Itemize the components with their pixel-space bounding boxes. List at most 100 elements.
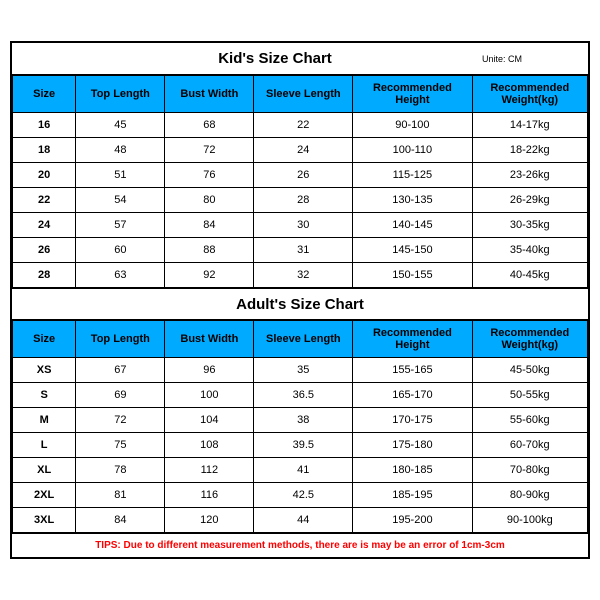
table-row: 1645682290-10014-17kg bbox=[13, 113, 588, 138]
table-row: 22548028130-13526-29kg bbox=[13, 188, 588, 213]
cell: 120 bbox=[165, 508, 254, 533]
cell: 60-70kg bbox=[472, 433, 587, 458]
cell: 48 bbox=[76, 138, 165, 163]
cell: 51 bbox=[76, 163, 165, 188]
cell: M bbox=[13, 408, 76, 433]
cell: 150-155 bbox=[353, 263, 472, 288]
cell: 55-60kg bbox=[472, 408, 587, 433]
cell: 81 bbox=[76, 483, 165, 508]
kids-header-row: Size Top Length Bust Width Sleeve Length… bbox=[13, 76, 588, 113]
kids-title: Kid's Size Chart bbox=[72, 50, 478, 67]
cell: L bbox=[13, 433, 76, 458]
col-size: Size bbox=[13, 321, 76, 358]
table-row: 18487224100-11018-22kg bbox=[13, 138, 588, 163]
cell: 165-170 bbox=[353, 383, 472, 408]
cell: 45 bbox=[76, 113, 165, 138]
col-bust-width: Bust Width bbox=[165, 76, 254, 113]
col-top-length: Top Length bbox=[76, 76, 165, 113]
cell: 140-145 bbox=[353, 213, 472, 238]
cell: 30 bbox=[254, 213, 353, 238]
cell: 72 bbox=[165, 138, 254, 163]
cell: 155-165 bbox=[353, 358, 472, 383]
adults-table: Size Top Length Bust Width Sleeve Length… bbox=[12, 320, 588, 533]
col-bust-width: Bust Width bbox=[165, 321, 254, 358]
cell: 115-125 bbox=[353, 163, 472, 188]
cell: 30-35kg bbox=[472, 213, 587, 238]
cell: 41 bbox=[254, 458, 353, 483]
table-row: 20517626115-12523-26kg bbox=[13, 163, 588, 188]
cell: 23-26kg bbox=[472, 163, 587, 188]
cell: 116 bbox=[165, 483, 254, 508]
cell: 57 bbox=[76, 213, 165, 238]
col-top-length: Top Length bbox=[76, 321, 165, 358]
table-row: S6910036.5165-17050-55kg bbox=[13, 383, 588, 408]
cell: 2XL bbox=[13, 483, 76, 508]
cell: 35 bbox=[254, 358, 353, 383]
cell: 72 bbox=[76, 408, 165, 433]
table-row: 2XL8111642.5185-19580-90kg bbox=[13, 483, 588, 508]
cell: 104 bbox=[165, 408, 254, 433]
cell: 80 bbox=[165, 188, 254, 213]
cell: 26 bbox=[254, 163, 353, 188]
cell: 84 bbox=[76, 508, 165, 533]
table-row: L7510839.5175-18060-70kg bbox=[13, 433, 588, 458]
cell: 145-150 bbox=[353, 238, 472, 263]
cell: 22 bbox=[13, 188, 76, 213]
cell: 28 bbox=[13, 263, 76, 288]
cell: 35-40kg bbox=[472, 238, 587, 263]
cell: 31 bbox=[254, 238, 353, 263]
cell: 54 bbox=[76, 188, 165, 213]
cell: 75 bbox=[76, 433, 165, 458]
cell: XL bbox=[13, 458, 76, 483]
cell: 100 bbox=[165, 383, 254, 408]
cell: 130-135 bbox=[353, 188, 472, 213]
size-chart-container: Kid's Size Chart Unite: CM Size Top Leng… bbox=[10, 41, 590, 559]
cell: 44 bbox=[254, 508, 353, 533]
cell: 175-180 bbox=[353, 433, 472, 458]
cell: 18-22kg bbox=[472, 138, 587, 163]
col-rec-height: Recommended Height bbox=[353, 321, 472, 358]
cell: 100-110 bbox=[353, 138, 472, 163]
col-sleeve-length: Sleeve Length bbox=[254, 321, 353, 358]
cell: XS bbox=[13, 358, 76, 383]
unit-label: Unite: CM bbox=[478, 54, 588, 64]
cell: 45-50kg bbox=[472, 358, 587, 383]
cell: 14-17kg bbox=[472, 113, 587, 138]
cell: 80-90kg bbox=[472, 483, 587, 508]
cell: 69 bbox=[76, 383, 165, 408]
cell: 180-185 bbox=[353, 458, 472, 483]
table-row: 28639232150-15540-45kg bbox=[13, 263, 588, 288]
cell: 195-200 bbox=[353, 508, 472, 533]
cell: 28 bbox=[254, 188, 353, 213]
cell: 32 bbox=[254, 263, 353, 288]
cell: 67 bbox=[76, 358, 165, 383]
cell: 92 bbox=[165, 263, 254, 288]
cell: 185-195 bbox=[353, 483, 472, 508]
cell: 76 bbox=[165, 163, 254, 188]
table-row: XS679635155-16545-50kg bbox=[13, 358, 588, 383]
table-row: 24578430140-14530-35kg bbox=[13, 213, 588, 238]
cell: 90-100kg bbox=[472, 508, 587, 533]
cell: 22 bbox=[254, 113, 353, 138]
cell: 96 bbox=[165, 358, 254, 383]
cell: 70-80kg bbox=[472, 458, 587, 483]
kids-table: Size Top Length Bust Width Sleeve Length… bbox=[12, 75, 588, 288]
cell: 108 bbox=[165, 433, 254, 458]
kids-title-row: Kid's Size Chart Unite: CM bbox=[12, 43, 588, 75]
adults-title: Adult's Size Chart bbox=[12, 296, 588, 313]
adults-title-row: Adult's Size Chart bbox=[12, 288, 588, 320]
cell: 112 bbox=[165, 458, 254, 483]
cell: 90-100 bbox=[353, 113, 472, 138]
cell: S bbox=[13, 383, 76, 408]
cell: 42.5 bbox=[254, 483, 353, 508]
cell: 26-29kg bbox=[472, 188, 587, 213]
table-row: 3XL8412044195-20090-100kg bbox=[13, 508, 588, 533]
cell: 39.5 bbox=[254, 433, 353, 458]
col-size: Size bbox=[13, 76, 76, 113]
col-sleeve-length: Sleeve Length bbox=[254, 76, 353, 113]
cell: 63 bbox=[76, 263, 165, 288]
cell: 38 bbox=[254, 408, 353, 433]
cell: 60 bbox=[76, 238, 165, 263]
cell: 36.5 bbox=[254, 383, 353, 408]
cell: 88 bbox=[165, 238, 254, 263]
